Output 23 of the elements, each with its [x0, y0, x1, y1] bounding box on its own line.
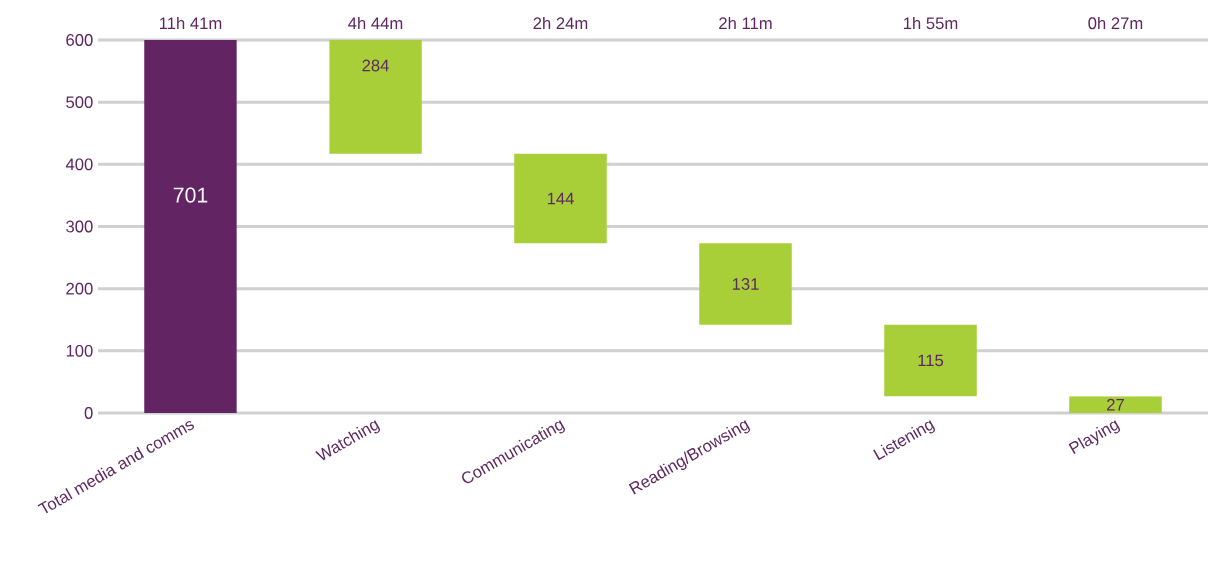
y-tick-label: 400: [65, 158, 93, 171]
text: 4h 44m: [348, 16, 403, 29]
data-label: 144: [547, 192, 574, 205]
text: 2h 24m: [533, 16, 588, 29]
y-tick-label: 500: [66, 96, 93, 109]
bar: [884, 324, 977, 397]
data-label: 701: [173, 187, 208, 203]
text: 11h 41m: [159, 16, 222, 29]
bar: [1069, 396, 1162, 413]
y-tick-label: 600: [66, 34, 93, 46]
bar: [699, 243, 792, 325]
y-tick-label: 300: [66, 220, 93, 233]
y-tick-label: 200: [66, 282, 93, 295]
y-tick-label: 0: [84, 407, 93, 419]
text: 2h 11m: [719, 16, 772, 29]
data-label: 115: [918, 354, 944, 367]
bar: [514, 153, 607, 244]
text: 1h 55m: [903, 16, 958, 30]
data-label: 27: [1107, 398, 1124, 411]
data-label: 284: [362, 59, 389, 72]
text: 0h 27m: [1088, 16, 1143, 30]
y-tick-label: 100: [66, 344, 93, 357]
data-label: 131: [732, 278, 759, 290]
